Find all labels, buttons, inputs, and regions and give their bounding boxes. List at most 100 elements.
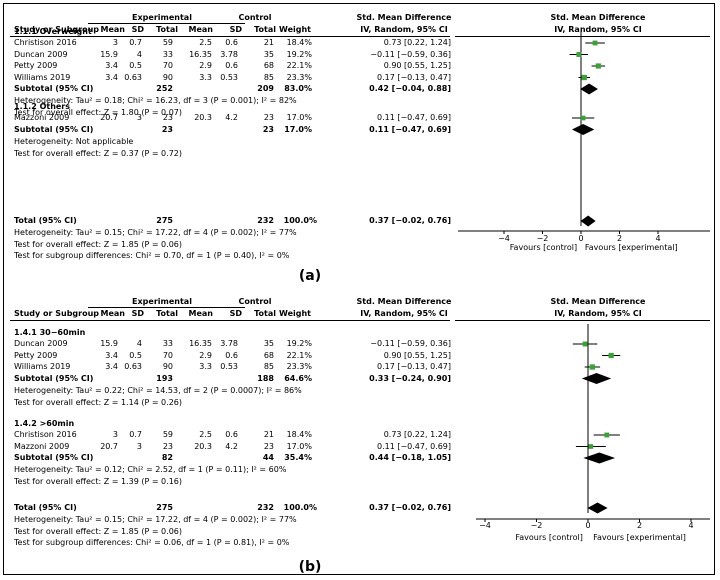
exp-sd: 0.5 — [129, 350, 142, 360]
study-weight: 23.3% — [286, 362, 312, 371]
exp-mean: 20.7 — [100, 113, 118, 122]
exp-total: 70 — [162, 350, 173, 360]
study-point-marker — [604, 432, 610, 438]
exp-sd: 4 — [136, 49, 142, 59]
method-header: IV, Random, 95% CI — [360, 25, 448, 34]
exp-sd: 3 — [136, 113, 142, 122]
exp-sd: 3 — [136, 441, 142, 451]
total-ci: 0.37 [−0.02, 0.76] — [369, 503, 451, 512]
plot-title: Std. Mean Difference — [550, 297, 646, 306]
total-overall-effect: Test for overall effect: Z = 1.85 (P = 0… — [14, 527, 182, 536]
exp-sd-header: SD — [131, 25, 144, 34]
subtotal-weight: 17.0% — [284, 124, 312, 134]
ctl-sd: 4.2 — [225, 113, 238, 122]
study-name: Williams 2019 — [14, 72, 71, 82]
subgroup-title: 1.4.2 >60min — [14, 419, 75, 428]
exp-mean: 3.4 — [105, 362, 118, 371]
ctl-mean: 3.3 — [199, 362, 212, 371]
subtotal-ctl-total: 209 — [257, 84, 274, 93]
exp-mean: 20.7 — [100, 441, 118, 451]
exp-sd: 0.7 — [129, 430, 142, 439]
study-weight: 23.3% — [286, 72, 312, 82]
study-name: Christison 2016 — [14, 430, 77, 439]
study-weight: 18.4% — [286, 430, 312, 439]
subtotal-ctl-total: 188 — [257, 373, 274, 383]
exp-sd: 4 — [136, 339, 142, 348]
exp-total: 23 — [162, 441, 173, 451]
ctl-mean: 20.3 — [194, 113, 212, 122]
exp-total: 59 — [162, 38, 173, 47]
study-weight: 18.4% — [286, 38, 312, 47]
x-tick-label: −2 — [530, 521, 543, 530]
heterogeneity-text: Heterogeneity: Tau² = 0.22; Chi² = 14.53… — [14, 385, 302, 395]
heterogeneity-text: Heterogeneity: Tau² = 0.12; Chi² = 2.52,… — [14, 465, 287, 474]
exp-total: 70 — [162, 61, 173, 70]
control-header: Control — [238, 297, 272, 306]
ctl-total-header: Total — [254, 25, 276, 34]
total-weight: 100.0% — [283, 216, 317, 225]
ctl-mean: 16.35 — [189, 339, 212, 348]
plot-method-header: IV, Random, 95% CI — [554, 309, 642, 318]
study-weight: 19.2% — [286, 49, 312, 59]
study-ci: 0.17 [−0.13, 0.47] — [376, 362, 451, 371]
study-point-marker — [576, 52, 582, 57]
study-name: Duncan 2009 — [14, 49, 68, 59]
exp-total-header: Total — [156, 309, 178, 318]
x-tick-label: 4 — [688, 521, 694, 530]
subgroup-title: 1.1.1 Overweight — [14, 27, 92, 36]
subtotal-ctl-total: 23 — [262, 124, 274, 134]
x-tick-label: 4 — [655, 234, 661, 243]
subtotal-ci: 0.44 [−0.18, 1.05] — [369, 453, 451, 462]
subtotal-label: Subtotal (95% CI) — [14, 453, 94, 462]
subgroup-title: 1.4.1 30−60min — [14, 328, 86, 337]
ctl-total: 68 — [263, 350, 274, 360]
study-ci: 0.11 [−0.47, 0.69] — [376, 441, 451, 451]
ctl-sd-header: SD — [229, 25, 242, 34]
study-point-marker — [588, 444, 594, 449]
x-tick-label: 0 — [578, 234, 584, 243]
study-name: Mazzoni 2009 — [14, 441, 70, 451]
experimental-header: Experimental — [132, 13, 192, 22]
study-point-marker — [580, 115, 586, 121]
subgroup-differences: Test for subgroup differences: Chi² = 0.… — [14, 251, 290, 260]
exp-mean-header: Mean — [100, 25, 125, 34]
figure-frame — [3, 3, 715, 575]
study-ci: −0.11 [−0.59, 0.36] — [370, 49, 451, 59]
study-ci: −0.11 [−0.59, 0.36] — [370, 339, 451, 348]
exp-total: 23 — [162, 113, 173, 122]
ctl-total: 85 — [263, 72, 274, 82]
exp-total: 33 — [162, 339, 173, 348]
study-ci: 0.90 [0.55, 1.25] — [383, 61, 451, 70]
ctl-sd: 0.6 — [225, 430, 238, 439]
study-point-marker — [608, 352, 614, 359]
pooled-diamond — [583, 452, 616, 464]
study-ci: 0.11 [−0.47, 0.69] — [376, 113, 451, 122]
header-rule — [10, 36, 450, 37]
x-tick-label: 2 — [636, 521, 643, 530]
method-header: IV, Random, 95% CI — [360, 309, 448, 318]
x-tick-label: 2 — [616, 234, 623, 243]
ctl-mean: 20.3 — [194, 441, 212, 451]
study-weight: 19.2% — [286, 339, 312, 348]
study-weight: 17.0% — [286, 441, 312, 451]
favours-control-label: Favours [control] — [515, 533, 583, 542]
total-exp: 275 — [156, 503, 173, 512]
study-ci: 0.17 [−0.13, 0.47] — [376, 72, 451, 82]
exp-sd: 0.5 — [129, 61, 142, 70]
study-weight: 22.1% — [286, 61, 312, 70]
exp-mean-header: Mean — [100, 309, 125, 318]
experimental-underline — [88, 307, 243, 308]
smd-header: Std. Mean Difference — [356, 13, 452, 22]
exp-sd: 0.63 — [124, 72, 142, 82]
weight-header: Weight — [279, 25, 311, 34]
plot-method-header: IV, Random, 95% CI — [554, 25, 642, 34]
total-ci: 0.37 [−0.02, 0.76] — [369, 216, 451, 225]
subtotal-exp-total: 193 — [156, 373, 173, 383]
ctl-sd: 4.2 — [225, 441, 238, 451]
ctl-mean-header: Mean — [188, 25, 213, 34]
plot-header-rule — [455, 320, 710, 321]
study-point-marker — [592, 40, 598, 46]
ctl-mean: 3.3 — [199, 72, 212, 82]
ctl-total: 68 — [263, 61, 274, 70]
favours-experimental-label: Favours [experimental] — [584, 243, 678, 252]
